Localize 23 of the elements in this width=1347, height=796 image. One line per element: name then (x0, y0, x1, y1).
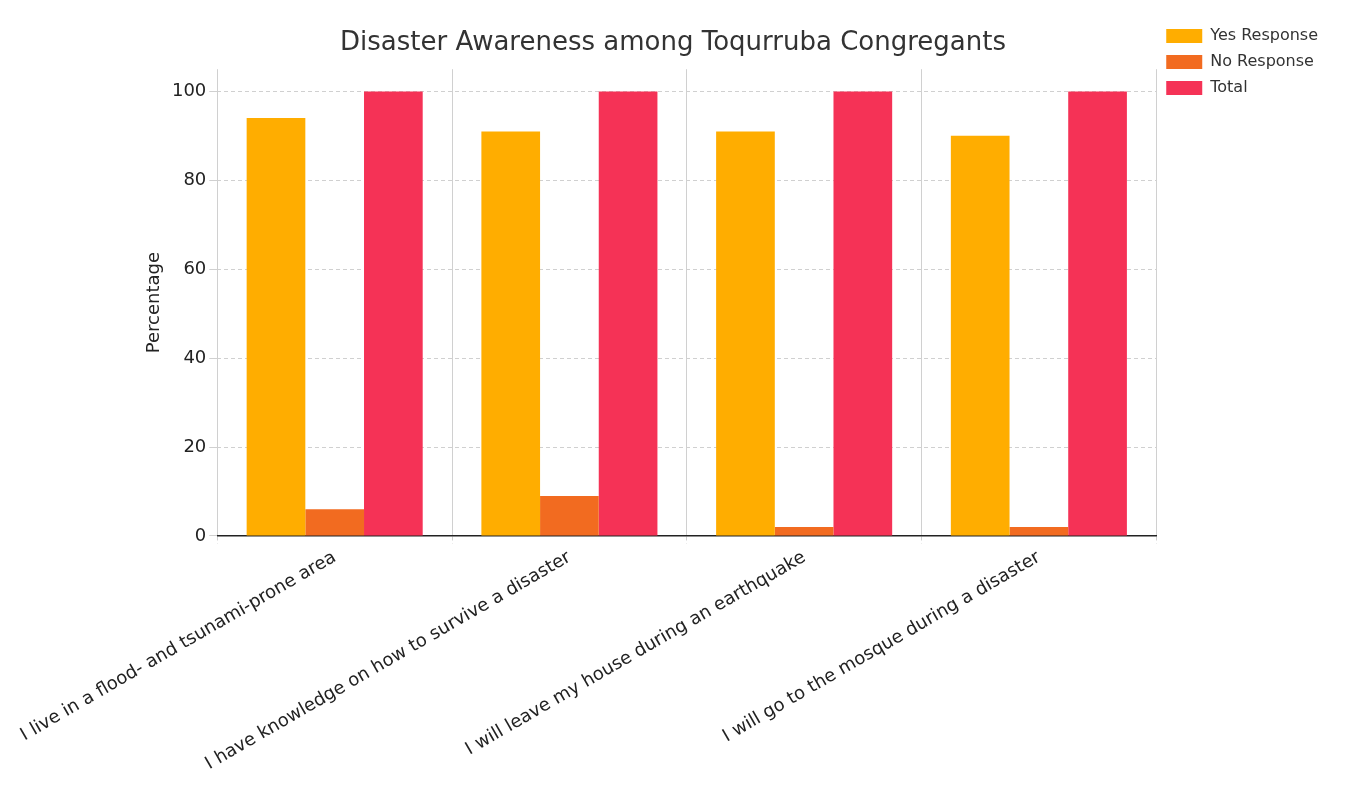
bar (1009, 527, 1069, 536)
bar (950, 135, 1010, 536)
bar (716, 131, 775, 536)
bar (364, 91, 423, 536)
bar (598, 91, 658, 536)
bar (774, 527, 834, 536)
y-tick-label: 40 (183, 345, 207, 367)
y-axis-title: Percentage (141, 251, 163, 354)
legend-label: Yes Response (1209, 25, 1319, 45)
bar (246, 118, 306, 536)
bar (540, 495, 599, 536)
bar (1068, 91, 1127, 536)
y-tick-label: 20 (183, 434, 207, 456)
y-tick-label: 80 (183, 167, 207, 189)
y-tick-label: 0 (194, 523, 207, 545)
legend-label: Total (1209, 77, 1248, 97)
y-tick-label: 60 (183, 256, 207, 278)
bar (481, 131, 541, 536)
bar (833, 91, 893, 536)
y-tick-label: 100 (171, 79, 207, 101)
chart-title: Disaster Awareness among Toqurruba Congregants (340, 26, 1006, 57)
bar (305, 509, 365, 536)
legend-label: No Response (1210, 51, 1314, 71)
